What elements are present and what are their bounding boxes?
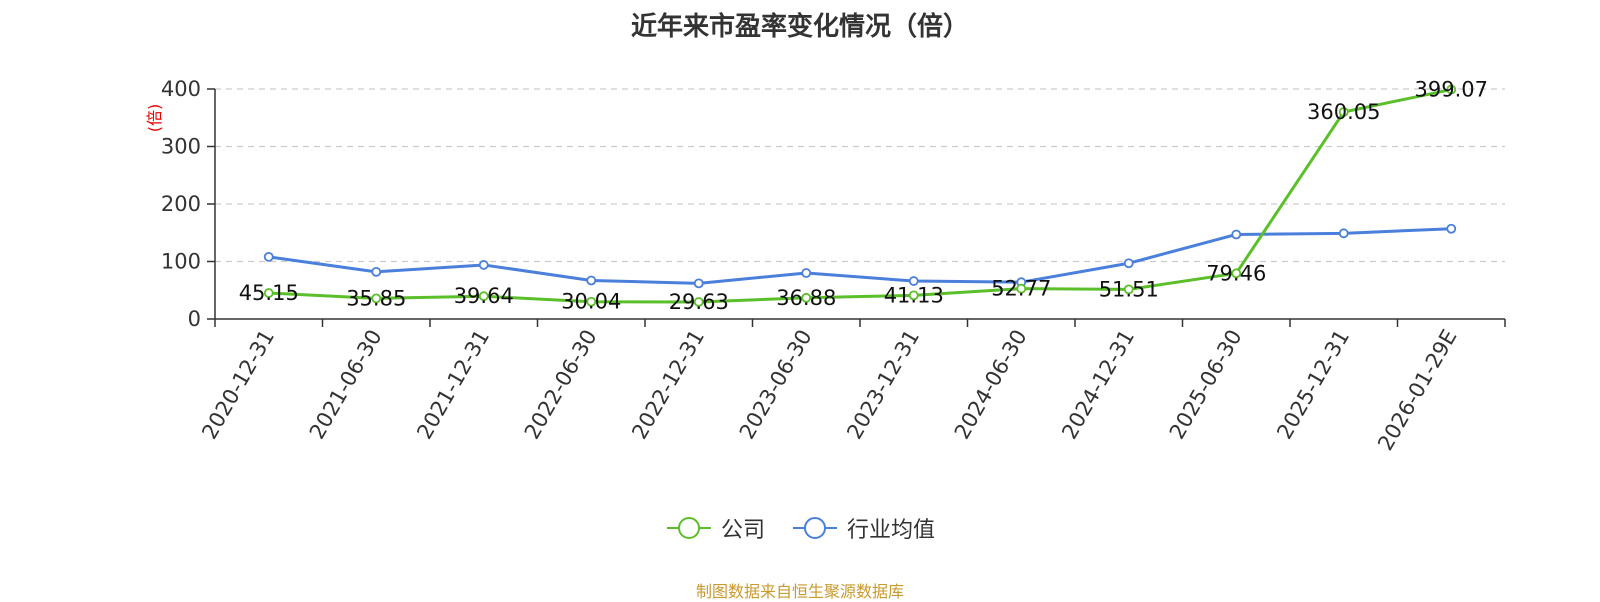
x-tick-label: 2024-06-30 — [950, 326, 1032, 444]
data-point-industry-average[interactable] — [908, 276, 919, 286]
legend-item-company[interactable]: 公司 — [665, 512, 765, 544]
data-label: 51.51 — [1099, 277, 1159, 301]
data-point-industry-average[interactable] — [1123, 258, 1134, 269]
data-point-company[interactable] — [1231, 268, 1242, 279]
data-point-industry-average[interactable] — [586, 275, 597, 286]
x-tick-label: 2025-06-30 — [1165, 326, 1247, 444]
x-tick-label: 2026-01-29E — [1373, 326, 1461, 455]
data-point-company[interactable] — [371, 293, 382, 304]
data-label: 360.05 — [1307, 100, 1380, 124]
series-lines — [263, 84, 1457, 307]
x-tick-label: 2022-12-31 — [627, 326, 709, 444]
data-label: 35.85 — [346, 286, 406, 310]
y-tick-label: 0 — [188, 307, 201, 331]
y-tick-label: 300 — [161, 135, 201, 159]
data-label: 41.13 — [884, 283, 944, 307]
data-labels: 45.15 35.85 39.64 30.04 29.63 36.88 41.13 52.77… — [239, 78, 1488, 314]
legend-line-circle-icon — [793, 517, 837, 539]
y-tick-label: 100 — [161, 250, 201, 274]
grid-lines — [215, 88, 1505, 263]
data-point-industry-average[interactable] — [1338, 228, 1349, 239]
legend: 公司 行业均值 — [0, 512, 1600, 544]
x-tick-label: 2023-06-30 — [735, 326, 817, 444]
data-point-industry-average[interactable] — [371, 266, 382, 277]
legend-line-circle-icon — [666, 517, 711, 539]
data-point-company[interactable] — [586, 296, 597, 307]
x-tick-label: 2021-06-30 — [305, 326, 387, 444]
x-tick-label: 2023-12-31 — [842, 326, 924, 444]
data-label: 79.46 — [1206, 261, 1266, 285]
data-point-industry-average[interactable] — [478, 260, 489, 270]
data-label: 39.64 — [454, 284, 514, 308]
x-tick-label: 2022-06-30 — [520, 326, 602, 444]
data-point-company[interactable] — [908, 290, 919, 301]
data-label: 52.77 — [991, 277, 1051, 301]
data-point-company[interactable] — [263, 288, 274, 298]
legend-label-industry-average: 行业均值 — [847, 518, 936, 543]
data-point-company[interactable] — [478, 291, 489, 302]
data-label: 45.15 — [239, 281, 299, 305]
y-axis-title: (倍) — [145, 104, 164, 133]
data-label: 36.88 — [776, 286, 836, 310]
data-point-company[interactable] — [693, 297, 704, 307]
y-tick-label: 400 — [161, 77, 201, 101]
data-label: 29.63 — [669, 290, 729, 314]
legend-item-industry-average[interactable]: 行业均值 — [791, 512, 935, 544]
axes: 0 100 200 300 400 2020-12-31 2021-06-30 2021-12… — [161, 77, 1506, 455]
data-point-industry-average[interactable] — [801, 268, 812, 278]
data-point-industry-average[interactable] — [1231, 229, 1242, 240]
data-source-note: 制图数据来自恒生聚源数据库 — [695, 582, 904, 601]
data-point-company[interactable] — [1123, 284, 1134, 295]
x-tick-label: 2021-12-31 — [412, 326, 494, 444]
series-line-industry-average — [268, 227, 1452, 285]
x-tick-label: 2025-12-31 — [1272, 326, 1354, 444]
legend-label-company: 公司 — [720, 518, 765, 543]
x-tick-label: 2020-12-31 — [197, 326, 279, 444]
data-point-industry-average[interactable] — [1446, 223, 1457, 234]
y-tick-label: 200 — [161, 192, 201, 216]
data-point-company[interactable] — [1338, 107, 1349, 117]
data-label: 399.07 — [1415, 78, 1488, 102]
series-line-company — [268, 88, 1452, 304]
x-tick-label: 2024-12-31 — [1057, 326, 1139, 444]
chart-title: 近年来市盈率变化情况（倍） — [630, 12, 969, 42]
data-point-company[interactable] — [801, 292, 812, 303]
data-point-industry-average[interactable] — [263, 251, 274, 262]
data-point-industry-average[interactable] — [693, 278, 704, 289]
data-point-company[interactable] — [1016, 283, 1027, 294]
data-point-company[interactable] — [1446, 84, 1457, 95]
data-label: 30.04 — [561, 290, 621, 314]
